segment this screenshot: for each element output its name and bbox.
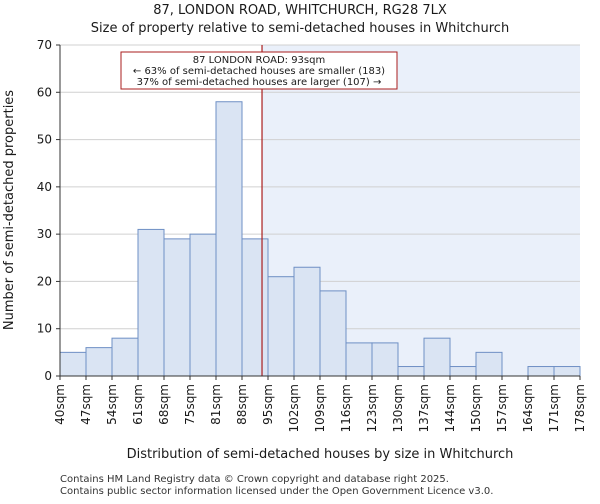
bar-81sqm: [215, 101, 243, 377]
x-tick-label-171sqm: 171sqm: [547, 384, 561, 432]
x-tick-label-40sqm: 40sqm: [53, 384, 67, 425]
footer-line1: Contains HM Land Registry data © Crown c…: [60, 474, 449, 485]
y-ticks-layer: 0 10 20 30 40 50 60 70: [37, 38, 60, 383]
x-tick-label-47sqm: 47sqm: [79, 384, 93, 425]
x-tick-label-164sqm: 164sqm: [521, 384, 535, 432]
annotation-frame: [120, 51, 398, 90]
bar-171sqm: [553, 366, 581, 377]
y-tick-label-40: 40: [37, 180, 52, 194]
x-ticks-layer: 40sqm 47sqm 54sqm 61sqm 68sqm 75sqm 81sqm 88sqm…: [53, 376, 587, 432]
bar-40sqm: [59, 351, 87, 377]
x-tick-label-75sqm: 75sqm: [183, 384, 197, 425]
bar-88sqm: [241, 238, 269, 377]
x-tick-label-178sqm: 178sqm: [573, 384, 587, 432]
x-tick-label-109sqm: 109sqm: [313, 384, 327, 432]
x-tick-label-81sqm: 81sqm: [209, 384, 223, 425]
y-tick-label-20: 20: [37, 274, 52, 288]
x-tick-label-102sqm: 102sqm: [287, 384, 301, 432]
x-tick-label-61sqm: 61sqm: [131, 384, 145, 425]
bars-layer: [59, 101, 581, 377]
bar-164sqm: [527, 366, 555, 377]
x-tick-label-150sqm: 150sqm: [469, 384, 483, 432]
bar-130sqm: [397, 366, 425, 377]
x-tick-label-68sqm: 68sqm: [157, 384, 171, 425]
bar-68sqm: [163, 238, 191, 377]
chart-title-line2: Size of property relative to semi-detach…: [91, 21, 509, 36]
bar-123sqm: [371, 342, 399, 377]
bar-109sqm: [319, 290, 347, 377]
y-tick-label-70: 70: [37, 38, 52, 52]
bar-150sqm: [475, 351, 503, 377]
x-tick-label-157sqm: 157sqm: [495, 384, 509, 432]
y-tick-label-50: 50: [37, 133, 52, 147]
bar-47sqm: [85, 347, 113, 377]
bar-75sqm: [189, 233, 217, 377]
bar-144sqm: [449, 366, 477, 377]
x-tick-label-88sqm: 88sqm: [235, 384, 249, 425]
y-tick-label-30: 30: [37, 227, 52, 241]
y-axis-label: Number of semi-detached properties: [2, 90, 17, 330]
x-tick-label-130sqm: 130sqm: [391, 384, 405, 432]
y-tick-label-10: 10: [37, 322, 52, 336]
x-tick-label-123sqm: 123sqm: [365, 384, 379, 432]
bar-137sqm: [423, 337, 451, 377]
annotation-box: 87 LONDON ROAD: 93sqm ← 63% of semi-deta…: [120, 51, 398, 90]
x-tick-label-144sqm: 144sqm: [443, 384, 457, 432]
bar-54sqm: [111, 337, 139, 377]
x-tick-label-137sqm: 137sqm: [417, 384, 431, 432]
y-tick-label-60: 60: [37, 85, 52, 99]
x-tick-label-95sqm: 95sqm: [261, 384, 275, 425]
annotation-line2: ← 63% of semi-detached houses are smalle…: [133, 66, 385, 77]
bar-95sqm: [267, 276, 295, 377]
annotation-line3: 37% of semi-detached houses are larger (…: [137, 77, 382, 88]
footer-line2: Contains public sector information licen…: [60, 486, 493, 497]
bar-102sqm: [293, 266, 321, 377]
y-tick-label-0: 0: [44, 369, 52, 383]
annotation-line1: 87 LONDON ROAD: 93sqm: [193, 55, 325, 66]
x-tick-label-116sqm: 116sqm: [339, 384, 353, 432]
bar-61sqm: [137, 228, 165, 377]
x-axis-label: Distribution of semi-detached houses by …: [127, 447, 514, 462]
bar-116sqm: [345, 342, 373, 377]
x-tick-label-54sqm: 54sqm: [105, 384, 119, 425]
chart-title-line1: 87, LONDON ROAD, WHITCHURCH, RG28 7LX: [153, 3, 447, 18]
